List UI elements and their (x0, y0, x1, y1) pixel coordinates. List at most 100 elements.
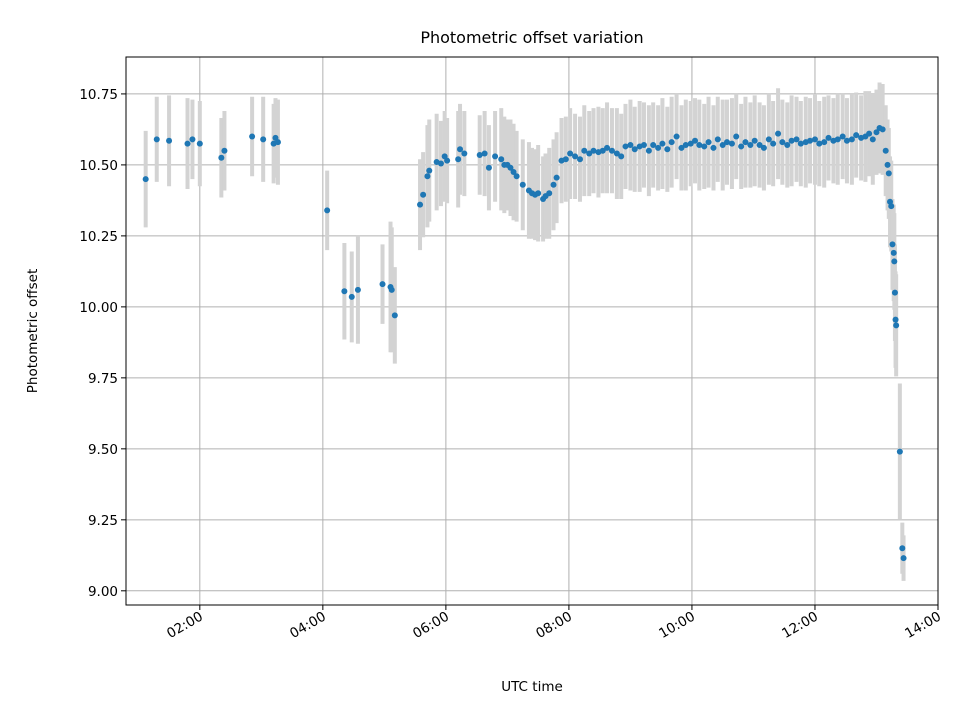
data-point (249, 133, 256, 140)
data-point (678, 144, 685, 151)
data-point (142, 176, 149, 183)
data-point (724, 139, 731, 146)
data-point (899, 545, 906, 552)
x-tick-label: 10:00 (656, 609, 698, 642)
y-tick-label: 9.00 (88, 584, 118, 600)
data-point (825, 134, 832, 141)
y-axis-label: Photometric offset (25, 269, 41, 393)
data-point (166, 137, 173, 144)
data-points (142, 124, 907, 562)
data-point (770, 140, 777, 147)
data-point (519, 181, 526, 188)
data-point (655, 144, 662, 151)
data-point (873, 129, 880, 136)
data-point (391, 312, 398, 319)
data-point (618, 153, 625, 160)
data-point (218, 154, 225, 161)
data-point (553, 174, 560, 181)
x-tick-label: 14:00 (902, 609, 944, 642)
data-point (608, 147, 615, 154)
data-point (807, 137, 814, 144)
data-point (221, 147, 228, 154)
data-point (324, 207, 331, 214)
data-point (733, 133, 740, 140)
data-point (627, 142, 634, 149)
data-point (738, 143, 745, 150)
data-point (793, 136, 800, 143)
data-point (893, 322, 900, 329)
data-point (747, 142, 754, 149)
data-point (760, 144, 767, 151)
data-point (461, 150, 468, 157)
data-point (896, 448, 903, 455)
data-point (476, 151, 483, 158)
y-tick-label: 10.00 (79, 300, 118, 316)
data-point (260, 136, 267, 143)
data-point (485, 164, 492, 171)
data-point (184, 140, 191, 147)
data-point (779, 139, 786, 146)
data-point (437, 160, 444, 167)
error-bars (143, 82, 906, 581)
data-point (604, 144, 611, 151)
data-point (664, 146, 671, 153)
data-point (728, 140, 735, 147)
y-tick-label: 9.75 (88, 371, 118, 387)
data-point (884, 161, 891, 168)
data-point (775, 130, 782, 137)
x-tick-label: 02:00 (164, 609, 206, 642)
data-point (811, 136, 818, 143)
data-point (692, 137, 699, 144)
data-point (682, 142, 689, 149)
data-point (843, 137, 850, 144)
y-tick-label: 10.50 (79, 158, 118, 174)
y-tick-label: 9.50 (88, 442, 118, 458)
data-point (590, 147, 597, 154)
data-point (891, 289, 898, 296)
data-point (866, 130, 873, 137)
data-point (788, 137, 795, 144)
data-point (581, 147, 588, 154)
data-point (455, 156, 462, 163)
data-point (481, 150, 488, 157)
data-point (853, 132, 860, 139)
data-point (765, 136, 772, 143)
data-point (599, 147, 606, 154)
data-point (797, 140, 804, 147)
data-point (891, 258, 898, 265)
data-point (572, 153, 579, 160)
data-point (550, 181, 557, 188)
data-point (562, 156, 569, 163)
data-point (821, 139, 828, 146)
data-point (379, 281, 386, 288)
data-point (756, 142, 763, 149)
data-point (510, 168, 517, 175)
data-point (498, 156, 505, 163)
data-point (420, 191, 427, 198)
data-point (153, 136, 160, 143)
data-point (882, 147, 889, 154)
y-tick-label: 10.75 (79, 87, 118, 103)
data-point (189, 136, 196, 143)
data-point (742, 139, 749, 146)
data-point (879, 126, 886, 133)
y-axis-ticks: 9.00 9.25 9.50 9.75 10.00 10.25 10.50 10.75 (79, 87, 126, 600)
data-point (839, 133, 846, 140)
data-point (784, 142, 791, 149)
chart-title: Photometric offset variation (420, 28, 643, 47)
data-point (696, 142, 703, 149)
data-point (274, 139, 281, 146)
data-point (668, 139, 675, 146)
data-point (645, 147, 652, 154)
data-point (888, 203, 895, 210)
x-tick-label: 08:00 (533, 609, 575, 642)
data-point (705, 139, 712, 146)
plot-frame (125, 56, 939, 606)
x-axis-ticks: 02:00 04:00 06:00 08:00 10:00 12:00 14:00 (164, 605, 944, 642)
data-point (834, 136, 841, 143)
data-point (354, 286, 361, 293)
data-point (885, 170, 892, 177)
y-tick-label: 9.25 (88, 513, 118, 529)
data-point (426, 167, 433, 174)
